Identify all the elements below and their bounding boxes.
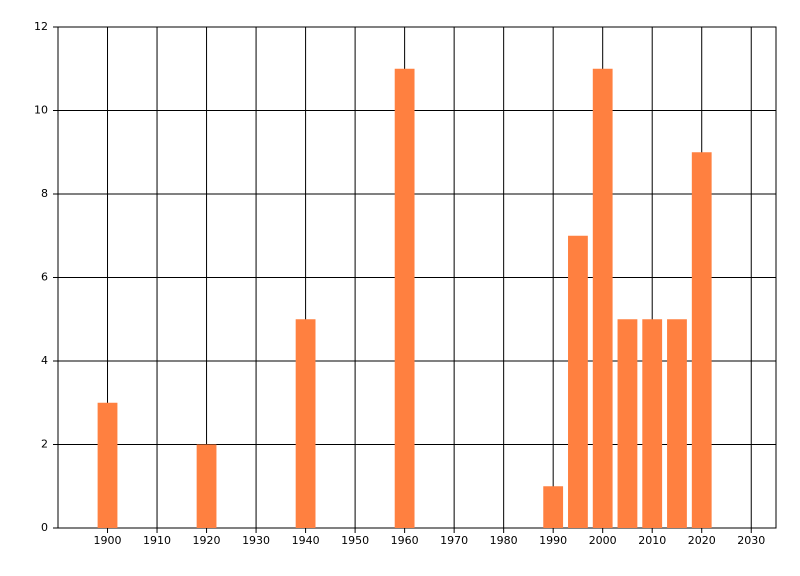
bar	[295, 319, 316, 528]
x-tick-label: 1980	[490, 534, 518, 547]
x-tick-label: 2020	[688, 534, 716, 547]
y-tick-label: 8	[41, 187, 48, 200]
y-tick-label: 2	[41, 438, 48, 451]
x-tick-label: 1940	[292, 534, 320, 547]
bar	[691, 152, 712, 528]
y-tick-label: 0	[41, 521, 48, 534]
x-tick-label: 1900	[94, 534, 122, 547]
bar	[543, 486, 564, 528]
plot-frame	[57, 26, 777, 529]
x-tick-label: 1970	[440, 534, 468, 547]
x-tick-label: 1990	[539, 534, 567, 547]
y-tick-label: 4	[41, 354, 48, 367]
x-tick-label: 2000	[589, 534, 617, 547]
bar	[592, 68, 613, 528]
x-tick-label: 1910	[143, 534, 171, 547]
bar	[667, 319, 687, 528]
x-tick-label: 1950	[341, 534, 369, 547]
x-tick-label: 2010	[638, 534, 666, 547]
bar	[97, 402, 118, 528]
bar	[568, 235, 588, 528]
bar	[394, 68, 415, 528]
y-tick-label: 10	[34, 104, 48, 117]
x-tick-label: 1960	[391, 534, 419, 547]
bar	[642, 319, 663, 528]
bar	[617, 319, 638, 528]
y-tick-label: 12	[34, 20, 48, 33]
y-tick-label: 6	[41, 271, 48, 284]
x-tick-label: 1930	[242, 534, 270, 547]
x-tick-label: 1920	[193, 534, 221, 547]
x-tick-label: 2030	[737, 534, 765, 547]
bar	[196, 444, 217, 528]
